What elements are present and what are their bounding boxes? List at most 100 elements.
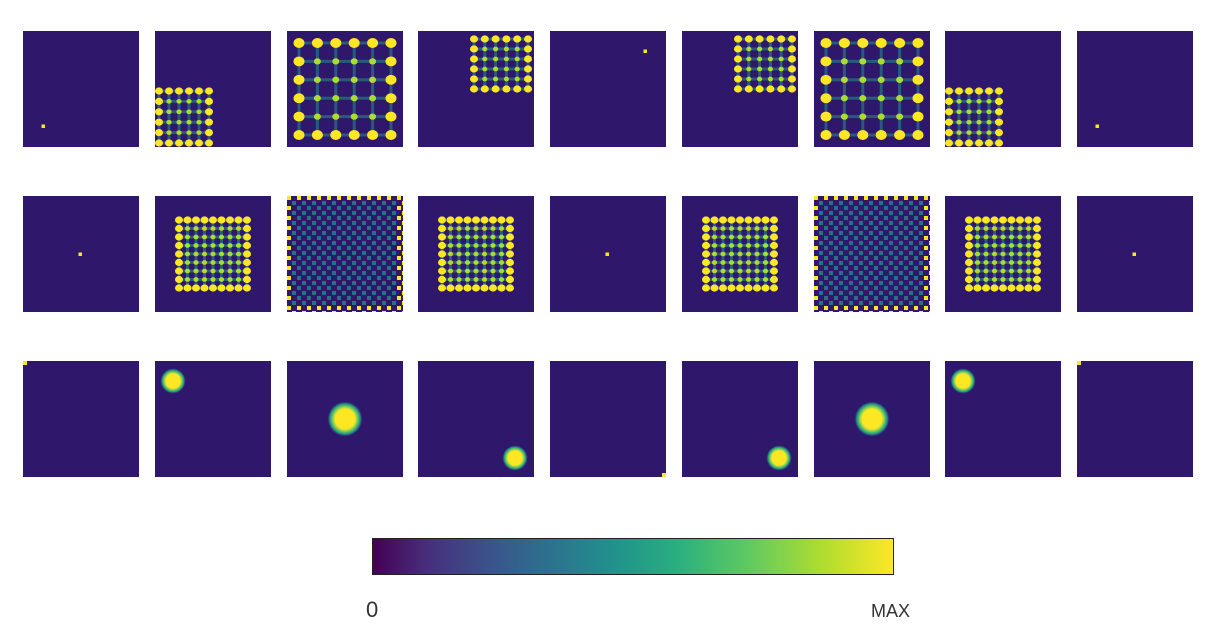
lattice-peak bbox=[502, 85, 511, 93]
checker-cell bbox=[919, 251, 923, 255]
checker-cell bbox=[362, 221, 366, 225]
lattice-peak bbox=[330, 38, 342, 48]
lattice-peak bbox=[201, 243, 208, 248]
checker-cell bbox=[864, 196, 868, 200]
lattice-vline bbox=[177, 91, 181, 143]
lattice-peak bbox=[767, 66, 773, 72]
lattice-peak bbox=[498, 277, 505, 282]
lattice-pattern bbox=[734, 35, 796, 93]
checker-cell bbox=[287, 306, 291, 310]
checker-cell bbox=[884, 256, 888, 260]
checker-cell bbox=[312, 211, 316, 215]
checker-cell bbox=[357, 306, 361, 310]
lattice-peak bbox=[313, 95, 321, 102]
checker-cell bbox=[904, 216, 908, 220]
checker-cell bbox=[377, 276, 381, 280]
checker-cell bbox=[362, 301, 366, 305]
checker-cell bbox=[302, 201, 306, 205]
checker-cell bbox=[829, 271, 833, 275]
lattice-peak bbox=[186, 99, 192, 104]
lattice-peak bbox=[1017, 277, 1023, 282]
lattice-peak bbox=[184, 234, 191, 240]
checker-cell bbox=[814, 226, 818, 230]
lattice-peak bbox=[1017, 268, 1023, 274]
checker-cell bbox=[322, 311, 326, 312]
checker-cell bbox=[347, 246, 351, 250]
lattice-peak bbox=[702, 267, 710, 275]
lattice-peak bbox=[514, 66, 520, 72]
lattice-peak bbox=[744, 35, 753, 43]
lattice-peak bbox=[761, 216, 770, 224]
lattice-peak bbox=[456, 277, 462, 282]
checker-cell bbox=[824, 306, 828, 310]
lattice-peak bbox=[737, 234, 743, 240]
checker-cell bbox=[894, 196, 898, 200]
lattice-peak bbox=[1025, 260, 1032, 265]
lattice-peak bbox=[711, 243, 718, 248]
checker-cell bbox=[337, 276, 341, 280]
checker-cell bbox=[402, 271, 403, 275]
lattice-peak bbox=[896, 58, 904, 65]
lattice-peak bbox=[762, 226, 769, 231]
checker-cell bbox=[924, 216, 928, 220]
checker-cell bbox=[904, 276, 908, 280]
checker-cell bbox=[879, 311, 883, 312]
checker-cell bbox=[292, 201, 296, 205]
lattice-peak bbox=[1025, 268, 1032, 274]
lattice-peak bbox=[956, 99, 962, 104]
checker-cell bbox=[819, 291, 823, 295]
checker-cell bbox=[854, 216, 858, 220]
lattice-vline bbox=[472, 39, 476, 89]
lattice-vline bbox=[167, 91, 171, 143]
checker-cell bbox=[824, 206, 828, 210]
lattice-peak bbox=[155, 118, 163, 126]
lattice-peak bbox=[976, 119, 982, 125]
checker-cell bbox=[387, 226, 391, 230]
checker-cell bbox=[357, 216, 361, 220]
lattice-hline bbox=[949, 110, 999, 114]
lattice-peak bbox=[857, 130, 869, 140]
checker-cell bbox=[322, 221, 326, 225]
lattice-peak bbox=[965, 224, 973, 233]
lattice-peak bbox=[200, 216, 209, 224]
lattice-peak bbox=[965, 87, 973, 95]
lattice-peak bbox=[210, 268, 216, 274]
lattice-peak bbox=[770, 267, 778, 275]
lattice-peak bbox=[438, 216, 446, 224]
lattice-peak bbox=[762, 234, 769, 240]
lattice-pattern bbox=[155, 87, 213, 147]
lattice-peak bbox=[770, 233, 778, 241]
checker-pattern bbox=[287, 196, 403, 312]
checker-cell bbox=[377, 266, 381, 270]
checker-cell bbox=[864, 286, 868, 290]
checker-cell bbox=[919, 311, 923, 312]
checker-cell bbox=[327, 206, 331, 210]
lattice-hline bbox=[299, 78, 391, 82]
checker-cell bbox=[839, 211, 843, 215]
checker-cell bbox=[402, 311, 403, 312]
lattice-peak bbox=[209, 216, 217, 224]
lattice-vline bbox=[768, 39, 772, 89]
checker-cell bbox=[377, 306, 381, 310]
lattice-peak bbox=[481, 226, 488, 231]
lattice-peak bbox=[482, 76, 488, 82]
lattice-vline bbox=[187, 91, 191, 143]
lattice-peak bbox=[456, 260, 462, 265]
lattice-peak bbox=[192, 216, 200, 224]
lattice-peak bbox=[702, 241, 710, 250]
lattice-peak bbox=[497, 284, 506, 292]
lattice-peak bbox=[778, 76, 784, 82]
lattice-peak bbox=[955, 87, 963, 95]
checker-cell bbox=[924, 226, 928, 230]
checker-cell bbox=[839, 201, 843, 205]
checker-cell bbox=[824, 226, 828, 230]
checker-cell bbox=[332, 221, 336, 225]
checker-cell bbox=[859, 201, 863, 205]
checker-cell bbox=[824, 216, 828, 220]
lattice-peak bbox=[367, 38, 379, 48]
lattice-peak bbox=[896, 113, 904, 120]
checker-cell bbox=[312, 201, 316, 205]
checker-cell bbox=[819, 201, 823, 205]
lattice-peak bbox=[1033, 241, 1041, 250]
lattice-peak bbox=[991, 234, 998, 240]
